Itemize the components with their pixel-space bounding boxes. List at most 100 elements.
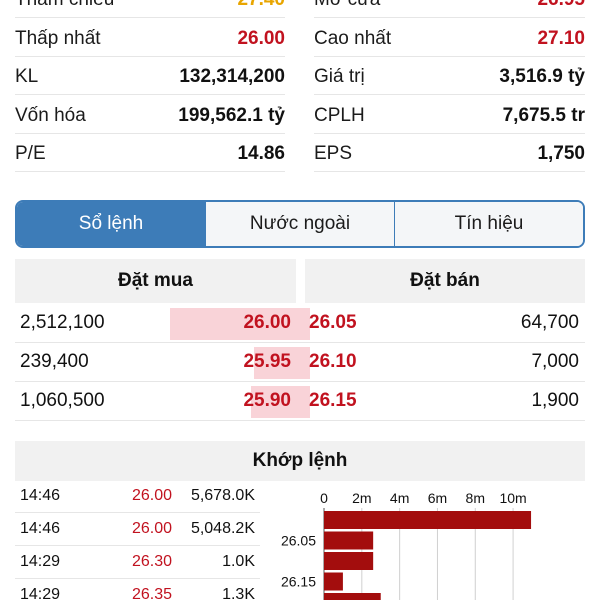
trade-price: 26.30 xyxy=(132,553,173,570)
trade-volume: 5,678.0K xyxy=(190,487,255,504)
sell-price: 26.15 xyxy=(309,390,357,411)
column-divider xyxy=(311,344,320,382)
stat-value: 27.40 xyxy=(237,0,285,11)
stat-row: Thấp nhất 26.00 Cao nhất 27.10 xyxy=(0,19,600,57)
stat-label: Mở cửa xyxy=(314,0,380,11)
row-divider xyxy=(15,545,260,546)
stat-row: P/E 14.86 EPS 1,750 xyxy=(0,134,600,172)
volume-by-price-svg: 0 2m 4m 6m 8m 10m 26.05 26.15 xyxy=(281,490,532,600)
sell-volume: 7,000 xyxy=(531,351,579,372)
stat-label: P/E xyxy=(15,143,46,164)
buy-orders-header: Đặt mua xyxy=(15,259,296,303)
stat-value: 26.95 xyxy=(537,0,585,11)
trade-row: 14:46 26.00 5,678.0K xyxy=(15,481,260,513)
row-divider xyxy=(15,381,585,382)
tab-foreign[interactable]: Nước ngoài xyxy=(205,202,394,246)
row-divider xyxy=(15,342,585,343)
buy-price: 25.90 xyxy=(243,390,291,411)
sell-volume: 64,700 xyxy=(520,312,579,333)
stat-row: Vốn hóa 199,562.1 tỷ CPLH 7,675.5 tr xyxy=(0,96,600,134)
stat-label: Cao nhất xyxy=(314,27,392,49)
column-divider xyxy=(311,383,320,421)
stat-cell-left: KL 132,314,200 xyxy=(15,57,285,95)
stat-label: Giá trị xyxy=(314,66,365,87)
price-volume-bar xyxy=(324,511,532,529)
x-tick-label: 6m xyxy=(428,490,447,506)
stat-value: 199,562.1 tỷ xyxy=(178,104,285,126)
buy-depth-bar xyxy=(254,347,310,379)
order-book-row: 1,060,500 25.90 26.15 1,900 xyxy=(15,383,585,421)
x-tick-label: 10m xyxy=(499,490,526,506)
sell-volume: 1,900 xyxy=(531,390,579,411)
sell-price: 26.10 xyxy=(309,351,357,372)
price-volume-bar xyxy=(324,572,343,591)
trade-price: 26.00 xyxy=(132,487,173,504)
buy-volume: 2,512,100 xyxy=(20,312,105,333)
trade-row: 14:46 26.00 5,048.2K xyxy=(15,514,260,546)
trade-price: 26.35 xyxy=(132,586,173,600)
trade-price: 26.00 xyxy=(132,520,173,537)
trade-row: 14:29 26.30 1.0K xyxy=(15,547,260,579)
trade-volume: 5,048.2K xyxy=(190,520,255,537)
tab-order-book[interactable]: Sổ lệnh xyxy=(17,202,205,246)
trade-time: 14:29 xyxy=(20,553,61,570)
stat-label: Tham chiếu xyxy=(15,0,114,11)
stat-value: 14.86 xyxy=(237,143,285,164)
orderbook-tabs: Sổ lệnh Nước ngoài Tín hiệu xyxy=(15,200,585,248)
stat-row: Tham chiếu 27.40 Mở cửa 26.95 xyxy=(0,0,600,18)
price-volume-bar xyxy=(324,531,374,550)
column-divider xyxy=(311,305,320,343)
stat-value: 27.10 xyxy=(537,27,585,49)
price-level-label: 26.05 xyxy=(281,533,316,549)
stat-row: KL 132,314,200 Giá trị 3,516.9 tỷ xyxy=(0,57,600,95)
order-book-row: 2,512,100 26.00 26.05 64,700 xyxy=(15,305,585,343)
stat-value: 3,516.9 tỷ xyxy=(499,66,585,87)
x-tick-label: 2m xyxy=(352,490,371,506)
stat-cell-left: Thấp nhất 26.00 xyxy=(15,19,285,57)
buy-price: 25.95 xyxy=(243,351,291,372)
trade-volume: 1.0K xyxy=(222,553,255,570)
stat-label: CPLH xyxy=(314,104,365,126)
trade-time: 14:29 xyxy=(20,586,61,600)
row-divider xyxy=(15,420,585,421)
stat-cell-left: P/E 14.86 xyxy=(15,134,285,172)
price-volume-bar xyxy=(324,593,381,600)
order-book-row: 239,400 25.95 26.10 7,000 xyxy=(15,344,585,382)
stat-label: EPS xyxy=(314,143,353,164)
stat-value: 132,314,200 xyxy=(179,66,285,87)
sell-price: 26.05 xyxy=(309,312,357,333)
trade-time: 14:46 xyxy=(20,487,61,504)
stat-value: 7,675.5 tr xyxy=(502,104,585,126)
trade-time: 14:46 xyxy=(20,520,61,537)
stat-label: KL xyxy=(15,66,39,87)
row-divider xyxy=(15,578,260,579)
buy-depth-bar xyxy=(170,308,310,340)
stat-cell-left: Tham chiếu 27.40 xyxy=(15,0,285,18)
x-tick-label: 0 xyxy=(320,490,328,506)
buy-volume: 1,060,500 xyxy=(20,390,105,411)
price-level-label: 26.15 xyxy=(281,574,316,590)
x-tick-label: 4m xyxy=(390,490,409,506)
sell-orders-header: Đặt bán xyxy=(305,259,585,303)
stat-value: 1,750 xyxy=(537,143,585,164)
stat-cell-right: Cao nhất 27.10 xyxy=(314,19,585,57)
stat-cell-right: Mở cửa 26.95 xyxy=(314,0,585,18)
buy-price: 26.00 xyxy=(243,312,291,333)
x-tick-label: 8m xyxy=(466,490,485,506)
price-volume-bar xyxy=(324,552,374,570)
stat-label: Thấp nhất xyxy=(15,27,101,49)
trade-volume: 1.3K xyxy=(222,586,255,600)
trade-row: 14:29 26.35 1.3K xyxy=(15,580,260,600)
stat-cell-right: Giá trị 3,516.9 tỷ xyxy=(314,57,585,95)
buy-volume: 239,400 xyxy=(20,351,89,372)
stat-label: Vốn hóa xyxy=(15,104,86,126)
row-divider xyxy=(15,512,260,513)
matched-orders-header: Khớp lệnh xyxy=(15,441,585,481)
stat-cell-left: Vốn hóa 199,562.1 tỷ xyxy=(15,96,285,134)
stat-cell-right: EPS 1,750 xyxy=(314,134,585,172)
buy-depth-bar xyxy=(251,386,310,418)
stat-value: 26.00 xyxy=(237,27,285,49)
stat-cell-right: CPLH 7,675.5 tr xyxy=(314,96,585,134)
volume-by-price-chart: 0 2m 4m 6m 8m 10m 26.05 26.15 xyxy=(272,486,585,600)
tab-signals[interactable]: Tín hiệu xyxy=(394,202,583,246)
